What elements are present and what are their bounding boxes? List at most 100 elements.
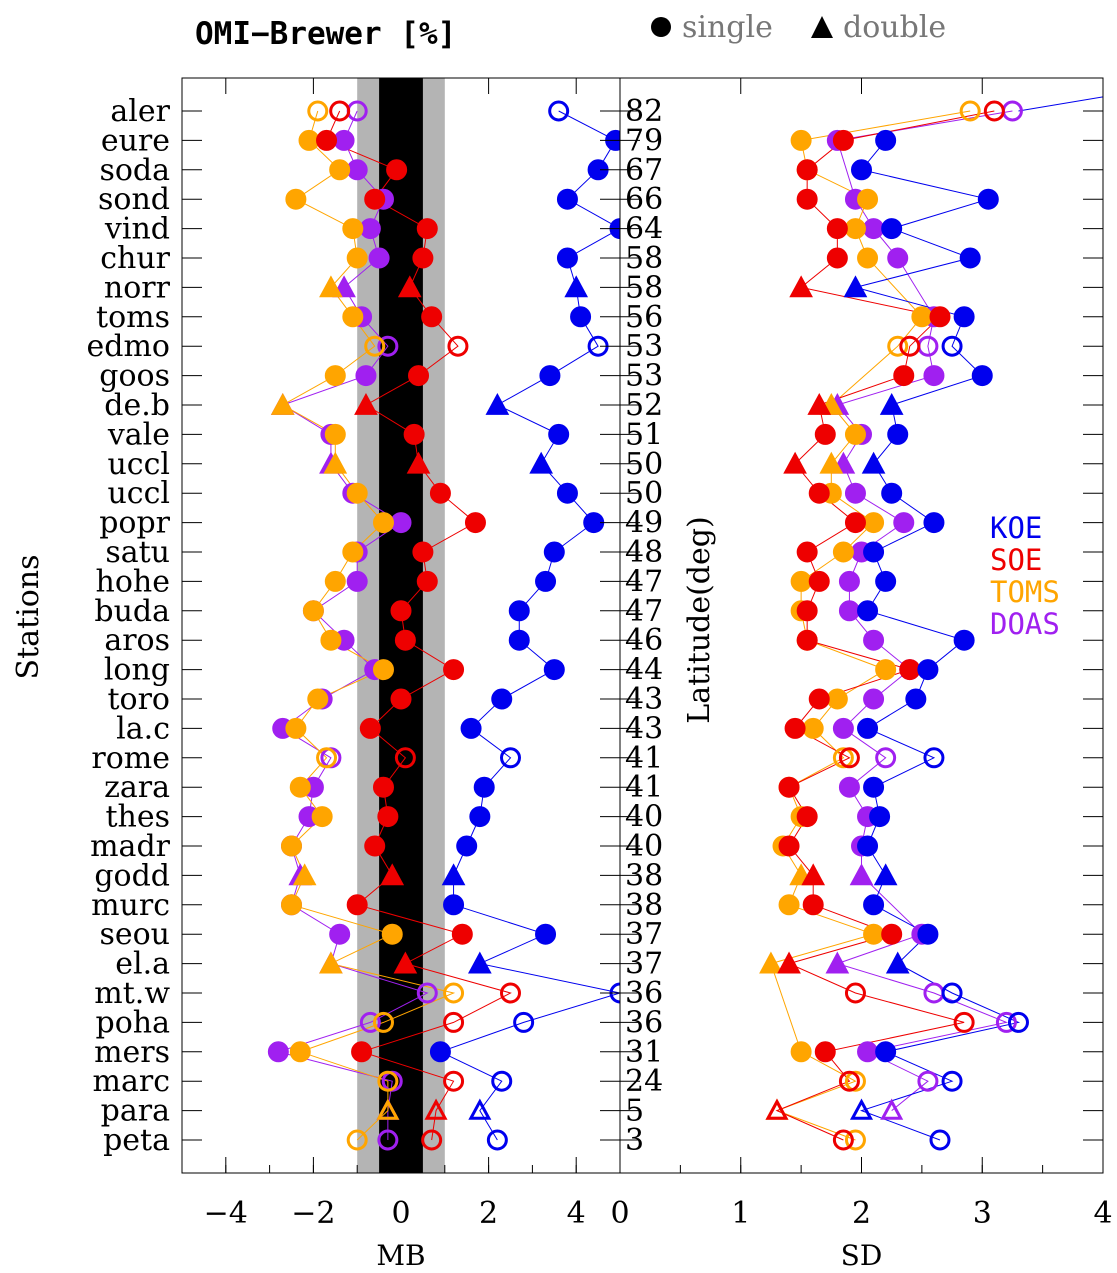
station-label: marc: [93, 1064, 170, 1099]
mb-soe-point-para: [424, 1098, 448, 1120]
mb-toms-point-chur: [346, 247, 368, 269]
sd-koe-point-el.a: [885, 951, 910, 974]
latitude-label: 48: [625, 535, 663, 570]
sd-doas-point-godd: [849, 863, 874, 886]
mb-koe-point-aros: [508, 629, 530, 651]
mb-toms-point-poha: [372, 1011, 394, 1033]
sd-soe-point-aler: [983, 100, 1005, 122]
station-labels: alereuresodasondvindchurnorrtomsedmogoos…: [87, 94, 171, 1158]
mb-x-tick-label: 4: [567, 1196, 586, 1231]
sd-x-tick-label: 4: [1093, 1196, 1112, 1231]
mb-soe-point-marc: [443, 1070, 465, 1092]
latitude-label: 53: [625, 359, 663, 394]
mb-koe-point-el.a: [468, 951, 492, 974]
station-label: chur: [100, 241, 170, 276]
mb-toms-point-thes: [311, 806, 333, 828]
mb-toms-point-godd: [292, 863, 317, 886]
sd-koe-point-thes: [869, 806, 891, 828]
station-label: hohe: [96, 564, 170, 599]
panel-sd: 0 1 2 3 4 SD: [610, 77, 1113, 1272]
sd-koe-point-hohe: [875, 570, 897, 592]
sd-doas-point-aros: [863, 629, 885, 651]
mb-doas-point-eure: [333, 129, 355, 151]
mb-soe-point-aros: [394, 629, 416, 651]
station-label: vind: [104, 212, 170, 247]
station-label: mers: [94, 1035, 170, 1070]
sd-toms-line: [770, 110, 971, 1141]
mb-toms-point-seou: [381, 923, 403, 945]
sd-doas-point-zara: [838, 776, 860, 798]
station-label: la.c: [116, 711, 170, 746]
sd-koe-point-buda: [857, 600, 879, 622]
sd-koe-point-la.c: [857, 717, 879, 739]
sd-koe-point-eure: [875, 129, 897, 151]
latitude-label: 53: [625, 329, 663, 364]
mb-toms-point-zara: [289, 776, 311, 798]
mb-toms-point-uccl: [346, 482, 368, 504]
mb-soe-point-mt.w: [500, 982, 521, 1004]
sd-doas-point-la.c: [832, 717, 854, 739]
mb-toms-point-el.a: [319, 951, 343, 974]
station-label: poha: [96, 1005, 171, 1040]
station-label: murc: [91, 888, 170, 923]
mb-doas-point-chur: [368, 247, 390, 269]
latitude-label: 82: [625, 94, 663, 129]
station-label: seou: [99, 917, 170, 952]
sd-soe-point-soda: [796, 159, 818, 181]
mb-doas-point-peta: [377, 1129, 399, 1151]
mb-x-tick-label: −2: [291, 1196, 335, 1231]
mb-doas-point-vind: [359, 218, 381, 240]
legend-koe: KOE: [990, 511, 1042, 545]
sd-doas-point-el.a: [825, 951, 850, 974]
sd-koe-point-goos: [971, 365, 993, 387]
station-label: madr: [90, 829, 171, 864]
mb-toms-point-sond: [285, 188, 307, 210]
mb-toms-point-goos: [324, 365, 346, 387]
latitude-label: 47: [625, 594, 663, 629]
station-label: edmo: [87, 329, 170, 364]
sd-doas-point-poha: [995, 1011, 1017, 1033]
sd-toms-point-mers: [790, 1041, 812, 1063]
latitude-label: 37: [625, 917, 663, 952]
mb-toms-point-aler: [307, 100, 329, 122]
latitude-label: 40: [625, 829, 663, 864]
mb-toms-point-madr: [281, 835, 302, 857]
mb-koe-point-madr: [456, 835, 478, 857]
sd-koe-point-satu: [863, 541, 885, 563]
mb-koe-point-aler: [548, 100, 570, 122]
sd-koe-point-murc: [863, 894, 885, 916]
sd-toms-point-seou: [863, 923, 885, 945]
sd-soe-point-buda: [796, 600, 818, 622]
latitude-label: 64: [625, 212, 663, 247]
sd-toms-point-sond: [857, 188, 879, 210]
mb-toms-point-hohe: [324, 570, 346, 592]
sd-koe-point-toms: [953, 306, 975, 328]
sd-doas-point-para: [880, 1098, 904, 1120]
mb-doas-point-mt.w: [416, 982, 438, 1004]
latitude-label: 56: [625, 300, 663, 335]
mb-koe-point-poha: [513, 1011, 535, 1033]
sd-koe-point-vind: [881, 218, 903, 240]
mb-soe-point-rome: [394, 747, 416, 769]
latitude-axis-label: Latitude(deg): [682, 516, 717, 723]
sd-toms-point-vind: [844, 218, 866, 240]
mb-toms-point-aros: [320, 629, 342, 651]
sd-koe-point-madr: [857, 835, 879, 857]
mb-x-axis-label: MB: [376, 1239, 425, 1272]
mb-soe-point-murc: [346, 894, 368, 916]
latitude-label: 52: [625, 388, 663, 423]
sd-soe-point-uccl: [808, 482, 830, 504]
sd-doas-point-uccl: [844, 482, 866, 504]
mb-toms-point-rome: [316, 747, 338, 769]
mb-toms-point-la.c: [285, 717, 307, 739]
mb-toms-point-marc: [377, 1070, 399, 1092]
station-label: rome: [91, 741, 170, 776]
sd-koe-point-zara: [863, 776, 885, 798]
mb-toms-point-soda: [329, 159, 351, 181]
sd-toms-point-rome: [832, 747, 854, 769]
mb-toms-point-long: [372, 659, 394, 681]
sd-koe-point-para: [849, 1098, 874, 1120]
mb-soe-point-toro: [390, 688, 412, 710]
mb-soe-point-goos: [408, 365, 430, 387]
